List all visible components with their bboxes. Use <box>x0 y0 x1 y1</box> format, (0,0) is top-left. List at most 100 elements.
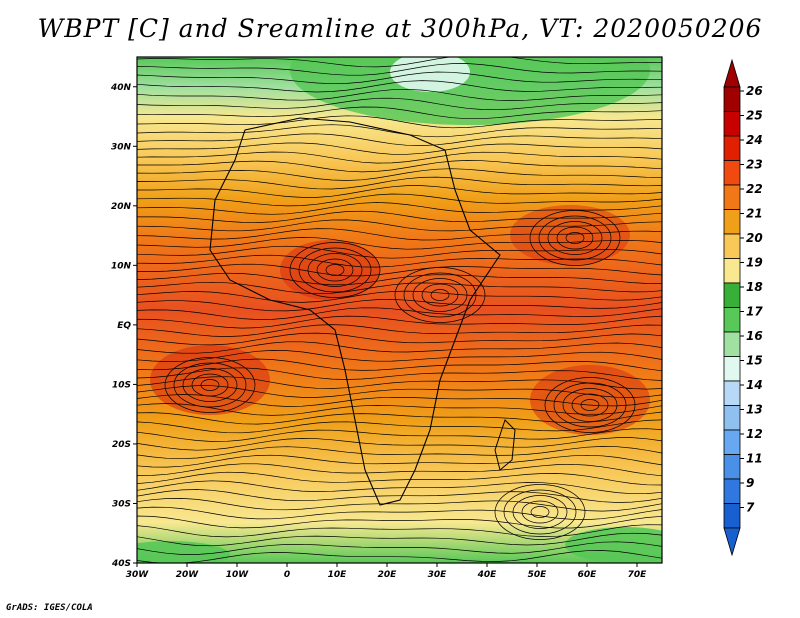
streamline <box>137 88 662 101</box>
lon-tick-label: 70E <box>628 570 648 580</box>
lon-tick-label: 20W <box>176 570 200 580</box>
lat-tick-label: 40N <box>110 83 132 93</box>
colorbar-boxes <box>723 58 741 557</box>
vortex-ring <box>394 267 486 323</box>
streamline <box>137 272 662 286</box>
vortex-ring <box>430 289 450 301</box>
colorbar-box <box>723 356 741 382</box>
vortex-ring <box>503 489 577 535</box>
vortex-ring <box>571 393 609 417</box>
streamline <box>137 307 662 320</box>
colorbar-box <box>723 184 741 210</box>
vortex-ring <box>307 253 363 287</box>
colorbar-top-arrow <box>723 58 741 88</box>
streamline <box>137 446 662 460</box>
streamline <box>137 210 662 223</box>
streamline <box>137 403 662 416</box>
vortex-ring <box>512 495 568 529</box>
colorbar-label: 9 <box>746 476 754 490</box>
lon-tick-label: 10E <box>328 570 348 580</box>
streamline <box>137 299 662 312</box>
streamline <box>137 263 662 277</box>
streamline <box>137 168 662 181</box>
vortex-ring <box>200 379 220 391</box>
lat-tick-label: 20S <box>112 440 131 450</box>
streamline <box>137 228 662 241</box>
lat-tick-label: 20N <box>111 202 132 212</box>
streamline <box>137 151 662 164</box>
streamline <box>137 176 662 190</box>
streamline <box>137 97 662 111</box>
lat-tick-label: 40S <box>111 559 131 569</box>
colorbar-box <box>723 380 741 406</box>
streamline <box>137 376 662 390</box>
vortex-ring <box>547 221 603 255</box>
streamline <box>137 63 662 76</box>
streamline <box>137 332 662 346</box>
streamline <box>137 115 662 129</box>
streamline <box>137 541 662 555</box>
streamline <box>137 350 662 362</box>
vortex-ring <box>521 500 559 524</box>
colorbar-label: 21 <box>746 207 763 221</box>
colorbar-label: 16 <box>746 329 763 343</box>
vortex-ring <box>325 264 345 276</box>
warm-core-east-north <box>510 205 630 265</box>
streamline <box>137 80 662 93</box>
streamline <box>137 532 662 547</box>
vortex-ring <box>403 272 477 318</box>
colorbar-box <box>723 258 741 284</box>
vortex-ring <box>562 388 618 422</box>
longitude-axis: 30W 20W 10W 0 10E 20E 30E 40E 50E 60E 70E <box>126 563 647 580</box>
streamline <box>137 411 662 425</box>
streamline <box>137 281 662 295</box>
vortex-ring <box>182 368 238 402</box>
colorbar-label: 26 <box>746 84 763 98</box>
streamline <box>137 133 662 146</box>
streamline <box>137 160 662 173</box>
streamline <box>137 290 662 303</box>
pale-region-north <box>390 57 470 92</box>
streamline <box>137 524 662 538</box>
streamline <box>137 315 662 329</box>
lon-tick-label: 40E <box>477 570 498 580</box>
temperature-field <box>137 57 662 563</box>
streamline <box>137 498 662 512</box>
plot-frame <box>136 56 663 564</box>
colorbar-box <box>723 233 741 259</box>
streamline <box>137 480 662 495</box>
colorbar-box <box>723 503 741 529</box>
vortex-ring <box>580 399 600 411</box>
vortex-ring <box>412 278 468 312</box>
lon-tick-label: 50E <box>528 570 548 580</box>
lat-tick-label: 30N <box>111 142 132 152</box>
coastline-africa <box>209 117 501 506</box>
colorbar-label: 17 <box>746 305 763 319</box>
latitude-axis: 40N 30N 20N 10N EQ 10S 20S 30S 40S <box>110 83 137 569</box>
colorbar-label: 12 <box>746 427 763 441</box>
colorbar-box <box>723 429 741 455</box>
lon-tick-label: 30E <box>428 570 448 580</box>
colorbar-label: 25 <box>746 109 763 123</box>
streamline <box>137 358 662 372</box>
vortex-ring <box>164 357 256 413</box>
streamline <box>137 106 662 120</box>
colorbar-box <box>723 135 741 161</box>
lon-tick-label: 30W <box>126 570 150 580</box>
streamline <box>137 57 662 68</box>
vortex-ring <box>529 210 621 266</box>
lat-tick-label: EQ <box>117 321 131 331</box>
colorbar-label: 15 <box>746 354 763 368</box>
colorbar-box <box>723 307 741 333</box>
colorbar-box <box>723 478 741 504</box>
streamline <box>137 185 662 198</box>
streamline <box>137 341 662 354</box>
streamline <box>137 489 662 503</box>
chart-title: WBPT [C] and Sreamline at 300hPa, VT: 20… <box>37 14 763 43</box>
lon-tick-label: 10W <box>226 570 250 580</box>
colorbar-box <box>723 160 741 186</box>
streamline <box>137 71 662 85</box>
vortex-ring <box>544 377 636 433</box>
